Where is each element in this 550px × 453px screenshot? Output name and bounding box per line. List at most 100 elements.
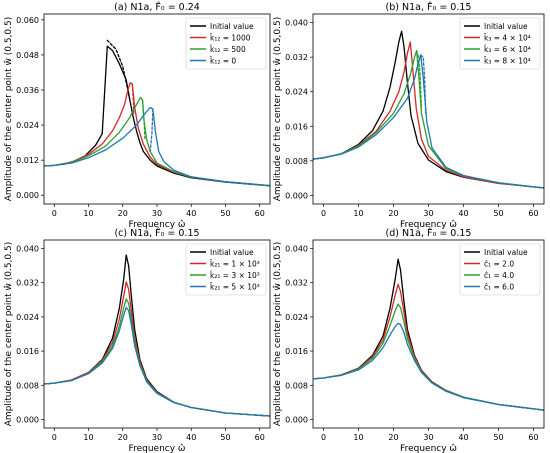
legend-label: Initial value <box>484 248 528 257</box>
y-tick-label: 0.032 <box>16 279 39 288</box>
legend-box <box>185 17 267 70</box>
y-axis-label: Amplitude of the center point ŵ (0.5,0.5… <box>4 242 14 427</box>
x-tick-label: 60 <box>255 209 265 218</box>
x-tick-label: 20 <box>388 433 398 442</box>
x-tick-label: 20 <box>118 433 128 442</box>
chart-panel-2: 0 10 20 30 40 50 60 0.000 0.008 0.016 0.024 0.032 0.… <box>273 1 545 230</box>
series-line-3 <box>313 303 544 411</box>
y-tick-label: 0.008 <box>285 157 308 166</box>
series-line-4 <box>313 322 544 411</box>
x-tick-label: 10 <box>353 209 363 218</box>
chart-panel-1: 0 10 20 30 40 50 60 0.000 0.012 0.024 0.036 0.048 0.… <box>4 1 271 230</box>
y-tick-label: 0.000 <box>16 415 39 424</box>
y-axis-label: Amplitude of the center point ŵ (0.5,0.5… <box>4 17 14 202</box>
x-axis-label: Frequency ω̂ <box>129 443 186 453</box>
x-tick-label: 20 <box>388 209 398 218</box>
legend-label: ĉ₁ = 2.0 <box>484 259 514 268</box>
x-tick-label: 0 <box>52 209 57 218</box>
y-tick-label: 0.024 <box>285 313 308 322</box>
y-tick-label: 0.040 <box>285 19 308 28</box>
y-tick-label: 0.048 <box>16 51 39 60</box>
x-tick-label: 10 <box>83 209 93 218</box>
series-unstable-branch-3 <box>415 50 423 110</box>
legend-label: k̂₁₂ = 500 <box>210 45 246 54</box>
legend-box <box>459 243 541 296</box>
legend-label: Initial value <box>210 22 254 31</box>
x-tick-label: 50 <box>493 433 503 442</box>
y-tick-label: 0.024 <box>16 121 39 130</box>
y-tick-label: 0.040 <box>285 245 308 254</box>
series-line-1 <box>313 30 544 189</box>
legend-label: Initial value <box>210 248 254 257</box>
x-tick-label: 30 <box>423 209 433 218</box>
y-axis-label: Amplitude of the center point ŵ (0.5,0.5… <box>273 242 283 427</box>
legend: Initial value k̂₁₂ = 1000 k̂₁₂ = 500 k̂₁₂ =… <box>185 17 267 70</box>
y-tick-label: 0.008 <box>285 381 308 390</box>
x-tick-label: 10 <box>83 433 93 442</box>
legend-label: k̂₂₁ = 5 × 10³ <box>210 282 260 291</box>
series-line-4 <box>313 54 544 189</box>
x-tick-label: 0 <box>321 209 326 218</box>
legend-label: ĉ₁ = 4.0 <box>484 271 514 280</box>
panel-title: (b) N1a, F̂₀ = 0.15 <box>386 1 472 13</box>
x-tick-label: 30 <box>423 433 433 442</box>
x-axis-label: Frequency ω̂ <box>400 219 457 230</box>
legend-label: k̂₂₁ = 1 × 10³ <box>210 259 260 268</box>
legend-box <box>185 243 267 296</box>
legend: Initial value k̂₃ = 4 × 10⁴ k̂₃ = 6 × 10⁴ k… <box>459 17 541 70</box>
x-tick-label: 40 <box>458 209 468 218</box>
legend-box <box>459 17 541 70</box>
legend-label: Initial value <box>484 22 528 31</box>
y-tick-label: 0.032 <box>285 279 308 288</box>
series-line-2 <box>44 82 270 187</box>
series-unstable-branch-3 <box>141 99 146 141</box>
legend: Initial value ĉ₁ = 2.0 ĉ₁ = 4.0 ĉ₁ = 6.0 <box>459 243 541 296</box>
series-unstable-branch-4 <box>149 108 154 153</box>
y-tick-label: 0.000 <box>16 191 39 200</box>
legend-label: k̂₃ = 8 × 10⁴ <box>484 56 531 65</box>
x-tick-label: 40 <box>186 433 196 442</box>
y-tick-label: 0.012 <box>16 156 39 165</box>
legend-label: k̂₃ = 4 × 10⁴ <box>484 33 531 42</box>
x-tick-label: 60 <box>528 433 538 442</box>
series-group <box>313 258 544 411</box>
y-tick-label: 0.008 <box>16 381 39 390</box>
series-line-3 <box>44 298 270 417</box>
x-tick-label: 20 <box>118 209 128 218</box>
x-tick-label: 40 <box>458 433 468 442</box>
x-axis-label: Frequency ω̂ <box>129 219 186 230</box>
x-tick-label: 50 <box>493 209 503 218</box>
chart-panel-4: 0 10 20 30 40 50 60 0.000 0.008 0.016 0.024 0.032 0.… <box>273 227 545 453</box>
x-tick-label: 60 <box>255 433 265 442</box>
y-tick-label: 0.016 <box>16 347 39 356</box>
legend-label: ĉ₁ = 6.0 <box>484 282 514 291</box>
x-tick-label: 0 <box>321 433 326 442</box>
y-tick-label: 0.024 <box>16 313 39 322</box>
y-tick-label: 0.040 <box>16 245 39 254</box>
x-tick-label: 40 <box>186 209 196 218</box>
panel-title: (a) N1a, F̂₀ = 0.24 <box>114 1 200 13</box>
legend: Initial value k̂₂₁ = 1 × 10³ k̂₂₁ = 3 × 10… <box>185 243 267 296</box>
y-tick-label: 0.024 <box>285 88 308 97</box>
series-group <box>313 30 544 189</box>
y-tick-label: 0.032 <box>285 53 308 62</box>
x-axis-label: Frequency ω̂ <box>400 443 457 453</box>
y-tick-label: 0.036 <box>16 86 39 95</box>
series-unstable-branch-4 <box>420 54 427 114</box>
series-line-4 <box>44 106 270 187</box>
legend-label: k̂₂₁ = 3 × 10³ <box>210 271 260 280</box>
y-tick-label: 0.000 <box>285 415 308 424</box>
y-axis-label: Amplitude of the center point ŵ (0.5,0.5… <box>273 17 283 202</box>
legend-label: k̂₃ = 6 × 10⁴ <box>484 45 531 54</box>
legend-label: k̂₁₂ = 0 <box>210 56 237 65</box>
x-tick-label: 50 <box>220 433 230 442</box>
series-line-2 <box>44 281 270 417</box>
x-tick-label: 10 <box>353 433 363 442</box>
series-line-3 <box>44 96 270 187</box>
panel-title: (d) N1a, F̂₀ = 0.15 <box>386 227 472 239</box>
panel-title: (c) N1a, F̂₀ = 0.15 <box>114 227 199 239</box>
x-tick-label: 60 <box>528 209 538 218</box>
y-tick-label: 0.060 <box>16 16 39 25</box>
series-group <box>44 254 270 417</box>
